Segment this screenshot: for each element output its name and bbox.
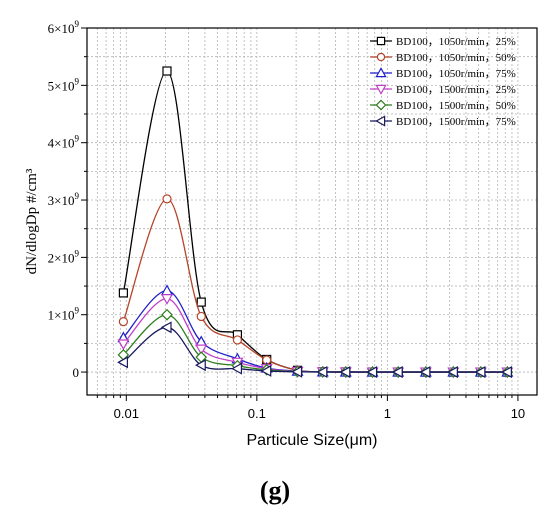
data-point	[375, 115, 386, 127]
x-axis-label: Particule Size(μm)	[246, 432, 377, 449]
data-point	[160, 294, 174, 305]
legend-label: BD100，1500r/min，75%	[396, 116, 516, 128]
y-tick-label: 1×109	[48, 306, 80, 323]
x-tick-label: 0.1	[248, 406, 266, 421]
data-point	[195, 344, 208, 356]
series-lines	[117, 66, 514, 379]
data-point	[194, 359, 206, 372]
axis-ticks: 0.01 0.1 1 10 0 1×109 2×109 3×109 4×109 5×109 6×10…	[48, 19, 526, 421]
series-group	[118, 194, 512, 377]
legend-label: BD100，1500r/min，50%	[396, 100, 516, 112]
data-point	[118, 317, 128, 327]
legend-label: BD100，1050r/min，75%	[396, 68, 516, 80]
y-tick-label: 4×109	[48, 134, 80, 151]
legend-label: BD100，1050r/min，25%	[396, 36, 516, 48]
data-point	[474, 366, 486, 379]
data-point	[118, 288, 128, 298]
x-tick-label: 1	[384, 406, 391, 421]
data-point	[391, 366, 403, 379]
series-group	[117, 321, 512, 379]
data-point	[375, 67, 387, 78]
data-point	[447, 366, 458, 379]
data-point	[162, 194, 172, 204]
legend-entry: BD100，1500r/min，75%	[370, 115, 516, 128]
data-point	[160, 284, 174, 296]
data-point	[231, 362, 243, 375]
x-tick-label: 0.01	[114, 406, 139, 421]
y-tick-label: 3×109	[48, 191, 80, 208]
series-group	[117, 294, 514, 379]
data-point	[375, 84, 387, 95]
data-point	[196, 297, 206, 307]
data-point	[376, 52, 386, 62]
figure-caption: (g)	[259, 476, 291, 505]
data-point	[376, 36, 386, 46]
legend-label: BD100，1500r/min，25%	[396, 84, 516, 96]
data-point	[419, 366, 431, 379]
series-group	[117, 284, 514, 377]
plot-frame	[86, 27, 538, 396]
data-point	[501, 366, 512, 379]
x-tick-label: 10	[511, 406, 525, 421]
legend-entry: BD100，1500r/min，50%	[370, 99, 516, 112]
legend-entry: BD100，1050r/min，75%	[370, 67, 516, 80]
data-point	[291, 365, 303, 378]
data-point	[160, 321, 172, 334]
y-tick-label: 0	[73, 365, 80, 380]
legend-entry: BD100，1050r/min，50%	[370, 52, 516, 64]
y-tick-label: 6×109	[48, 19, 80, 36]
data-point	[117, 339, 130, 351]
legend-entry: BD100，1500r/min，25%	[370, 84, 516, 96]
series-line	[122, 289, 508, 373]
data-point	[196, 311, 206, 322]
data-point	[161, 308, 173, 321]
data-point	[316, 365, 328, 379]
data-point	[366, 366, 378, 379]
y-tick-label: 5×109	[48, 76, 80, 93]
data-point	[232, 335, 243, 345]
data-point	[117, 356, 128, 369]
y-axis-label: dN/dlogDp #/cm³	[24, 168, 40, 274]
legend: BD100，1050r/min，25% BD100，1050r/min，50% BD…	[370, 36, 516, 128]
data-point	[260, 364, 272, 377]
data-point	[162, 66, 172, 76]
data-point	[339, 366, 351, 379]
legend-label: BD100，1050r/min，50%	[396, 52, 516, 64]
y-tick-label: 2×109	[48, 248, 80, 265]
data-point	[375, 99, 387, 111]
legend-entry: BD100，1050r/min，25%	[370, 36, 516, 48]
